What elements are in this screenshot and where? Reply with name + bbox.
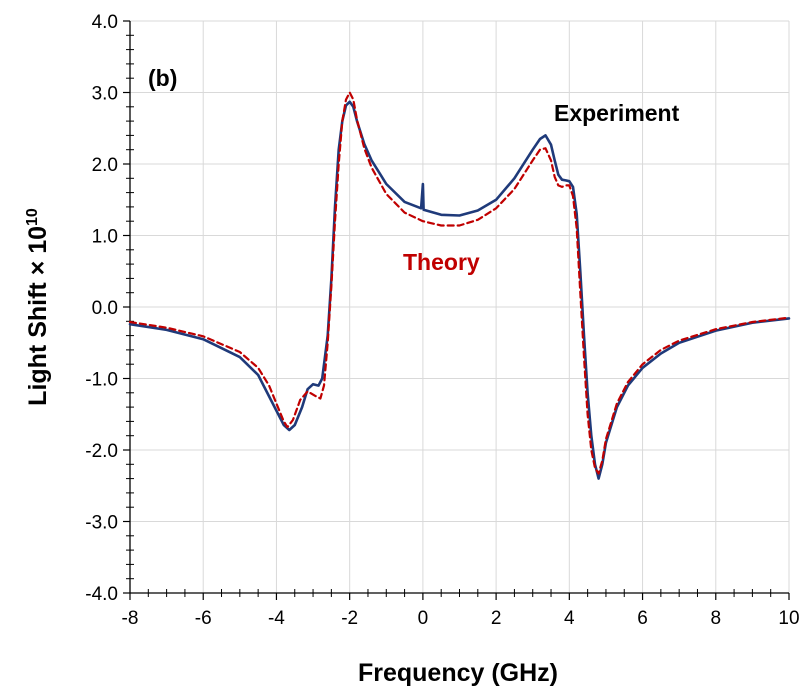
x-tick-label: 4 [564, 608, 575, 629]
x-tick-label: -8 [122, 608, 139, 629]
grid [130, 20, 790, 594]
x-axis-title: Frequency (GHz) [358, 659, 558, 687]
y-tick-label: -1.0 [85, 370, 118, 391]
x-tick-label: -2 [341, 608, 358, 629]
experiment-annotation: Experiment [554, 100, 680, 126]
x-tick-label: 8 [710, 608, 721, 629]
theory-annotation: Theory [403, 249, 480, 275]
y-tick-label: -3.0 [85, 513, 118, 534]
x-tick-label: -4 [268, 608, 285, 629]
x-tick-label: 10 [778, 608, 799, 629]
series-lines [128, 91, 791, 480]
panel-label: (b) [148, 65, 177, 91]
y-axis-title-main: Light Shift × 10 [24, 226, 52, 406]
y-tick-label: 4.0 [92, 12, 118, 33]
theory-series-line [128, 91, 791, 475]
y-axis-title: Light Shift × 1010 [24, 208, 52, 406]
y-tick-label: 1.0 [92, 227, 118, 248]
y-tick-label: 3.0 [92, 84, 118, 105]
axes [123, 20, 790, 600]
x-tick-label: 0 [418, 608, 429, 629]
tick-labels: -8 -6 -4 -2 0 2 4 6 8 10 -4.0 -3.0 -2.0 -1.0 0.0 1.0 2.0… [85, 12, 799, 629]
experiment-series-line [128, 100, 791, 480]
x-tick-label: -6 [195, 608, 212, 629]
y-tick-label: 0.0 [92, 298, 118, 319]
y-tick-label: 2.0 [92, 155, 118, 176]
y-axis-title-exponent: 10 [24, 208, 41, 226]
y-tick-label: -4.0 [85, 584, 118, 605]
y-tick-label: -2.0 [85, 441, 118, 462]
x-tick-label: 2 [491, 608, 502, 629]
x-tick-label: 6 [637, 608, 648, 629]
